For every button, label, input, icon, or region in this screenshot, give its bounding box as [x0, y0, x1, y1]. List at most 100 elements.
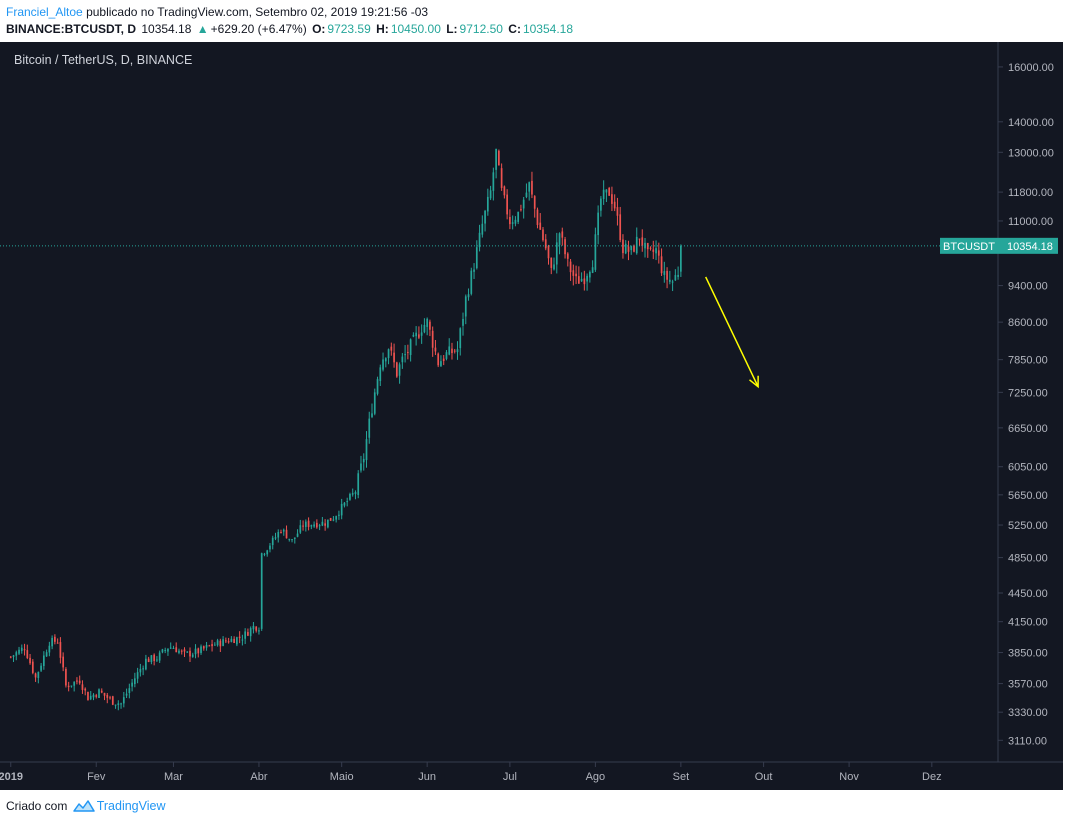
candle-body: [62, 656, 65, 668]
candle-body: [415, 332, 417, 337]
candle-body: [492, 172, 495, 191]
candle-body: [288, 538, 291, 540]
candle-body: [180, 650, 183, 652]
candle-body: [536, 209, 539, 225]
price-tick-label: 5250.00: [1008, 520, 1048, 532]
time-tick-label: Nov: [839, 771, 859, 783]
price-tick-label: 9400.00: [1008, 281, 1048, 293]
candle-body: [335, 516, 338, 520]
time-tick-label: Dez: [922, 771, 942, 783]
candle-body: [591, 267, 594, 273]
candle-body: [274, 537, 277, 539]
author-link[interactable]: Franciel_Altoe: [6, 5, 83, 19]
candle-body: [67, 685, 70, 688]
candle-body: [117, 703, 120, 706]
candle-body: [473, 269, 475, 272]
candle-body: [608, 187, 611, 196]
candle-body: [511, 222, 514, 224]
candle-body: [657, 250, 660, 256]
candle-body: [142, 668, 144, 670]
candle-body: [558, 233, 561, 245]
candle-body: [131, 682, 133, 687]
candle-body: [390, 346, 393, 351]
candle-body: [225, 640, 227, 642]
candle-body: [230, 638, 233, 642]
candle-body: [247, 632, 249, 636]
candle-body: [354, 492, 357, 494]
candle-body: [296, 533, 299, 537]
candle-body: [583, 278, 586, 285]
candle-body: [263, 553, 266, 555]
up-arrow-icon: ▲: [196, 22, 209, 36]
candle-body: [145, 658, 147, 670]
time-tick-label: Set: [673, 771, 690, 783]
candle-body: [522, 199, 525, 209]
price-axis-ticks: 16000.00 14000.00 13000.00 11800.00 11000.00…: [998, 62, 1054, 747]
candle-body: [9, 656, 12, 658]
trend-arrow[interactable]: [705, 276, 759, 389]
price-tick-label: 4150.00: [1008, 617, 1048, 629]
candle-body: [448, 346, 451, 355]
candle-body: [635, 236, 638, 254]
footer-text: Criado com: [6, 799, 68, 813]
candle-body: [76, 680, 78, 682]
candle-body: [373, 392, 376, 414]
time-tick-label: Ago: [586, 771, 606, 783]
price-axis[interactable]: [998, 42, 1063, 790]
candle-body: [87, 692, 89, 701]
candle-body: [564, 239, 566, 255]
publish-info: Franciel_Altoe publicado no TradingView.…: [6, 5, 428, 19]
candle-body: [442, 358, 445, 362]
time-tick-label: Out: [755, 771, 773, 783]
tradingview-link[interactable]: TradingView: [96, 799, 166, 813]
candle-body: [589, 271, 591, 278]
candle-body: [238, 636, 241, 639]
candle-body: [569, 261, 572, 273]
candle-body: [602, 189, 605, 200]
candle-body: [407, 351, 409, 353]
candle-body: [59, 642, 62, 658]
candle-body: [164, 650, 167, 652]
candle-body: [445, 352, 448, 359]
candle-body: [677, 274, 679, 277]
candle-body: [528, 182, 531, 192]
candle-body: [26, 650, 29, 659]
candle-body: [191, 654, 194, 657]
candle-body: [73, 681, 76, 686]
candle-body: [23, 649, 26, 651]
candle-body: [368, 418, 371, 438]
price-tick-label: 13000.00: [1008, 147, 1054, 159]
candle-body: [365, 439, 368, 461]
candle-body: [429, 321, 431, 330]
price-tick-label: 3110.00: [1008, 735, 1047, 747]
candle-body: [561, 231, 564, 238]
candle-body: [54, 636, 56, 642]
candle-body: [619, 214, 622, 241]
candle-body: [114, 704, 117, 706]
price-chart[interactable]: 16000.00 14000.00 13000.00 11800.00 11000.00…: [0, 42, 1063, 790]
candle-body: [362, 458, 365, 463]
candle-body: [293, 537, 296, 539]
candle-body: [324, 523, 326, 526]
candle-body: [600, 198, 602, 211]
candle-body: [313, 524, 315, 527]
time-axis-ticks: 2019 Fev Mar Abr Maio Jun Jul Ago Set Out Nov Dez: [0, 762, 942, 783]
candle-body: [646, 243, 649, 250]
candle-body: [437, 353, 440, 366]
candle-body: [547, 245, 550, 259]
candle-body: [200, 646, 202, 653]
candle-body: [605, 189, 608, 193]
candle-body: [249, 628, 252, 637]
candle-body: [649, 247, 652, 249]
candle-body: [81, 684, 84, 690]
candle-body: [291, 539, 293, 541]
candle-body: [622, 239, 624, 254]
time-tick-label: 2019: [0, 771, 23, 783]
candle-body: [136, 672, 139, 679]
candle-body: [566, 253, 569, 259]
time-tick-label: Fev: [87, 771, 106, 783]
candle-body: [431, 330, 434, 348]
price-tick-label: 16000.00: [1008, 62, 1054, 74]
candle-body: [332, 519, 335, 521]
price-tick-label: 11800.00: [1008, 187, 1053, 199]
